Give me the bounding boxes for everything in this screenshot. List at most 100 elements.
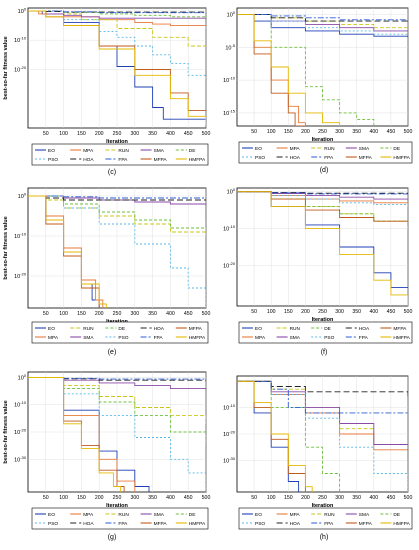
series-line-fpa [28,10,206,14]
series-line-pso [28,195,206,308]
x-tick-label: 250 [113,131,122,137]
x-tick-label: 300 [130,495,139,501]
x-tick-label: 250 [113,311,122,317]
x-tick-label: 100 [59,311,68,317]
legend-label: RUN [290,326,301,332]
legend-label: PSO [255,155,265,161]
x-tick-label: 300 [130,311,139,317]
y-tick-label: 10-10 [14,232,27,241]
x-tick-label: 250 [318,495,327,501]
legend-label: EO [48,512,55,518]
series-line-fpa [28,377,206,381]
legend-label: HOA [83,157,94,163]
y-tick-label: 100 [227,187,236,196]
legend-label: MPA [83,512,94,518]
x-tick-label: 500 [202,311,211,317]
chart-panel: 50 100 150 200 250 300 350 400 450 500 100 10-10 10-… [3,6,210,176]
legend-label: PSO [48,157,58,163]
legend-label: DE [324,326,331,332]
y-tick-label: 10-10 [14,400,27,409]
y-tick-label: 10-20 [14,428,27,437]
x-tick-label: 300 [130,131,139,137]
x-tick-label: 150 [77,311,86,317]
panel-label: (c) [108,169,116,176]
series-line-fpa [237,380,408,414]
series-line-hmfpa [28,10,206,126]
legend-label: FPA [154,335,164,341]
legend-label: FPA [324,155,334,161]
x-tick-label: 500 [202,495,211,501]
x-tick-label: 200 [301,309,310,315]
series-line-hmfpa [28,195,107,308]
series-line-pso [237,380,408,492]
y-tick-label: 10-20 [14,272,27,281]
legend-label: FPA [118,521,128,527]
y-tick-label: 10-10 [223,403,236,412]
y-tick-label: 10-15 [223,108,236,117]
x-tick-label: 350 [352,309,361,315]
x-tick-label: 400 [369,309,378,315]
legend-label: PSO [255,521,265,527]
legend-label: DE [189,512,196,518]
legend-label: MPA [48,335,59,341]
x-tick-label: 450 [184,495,193,501]
legend-label: EO [255,326,262,332]
x-tick-label: 500 [404,495,413,501]
legend-label: RUN [83,326,94,332]
x-axis-label: Iteration [312,317,334,323]
legend-box [31,143,209,166]
legend-box [238,321,413,344]
x-tick-label: 300 [335,495,344,501]
series-line-hmfpa [237,14,341,126]
x-tick-label: 450 [387,309,396,315]
legend-label: RUN [324,146,335,152]
legend-label: RUN [118,148,129,154]
legend-label: MPA [290,146,301,152]
x-axis-label: Iteration [106,503,128,509]
x-tick-label: 450 [184,131,193,137]
y-tick-label: 100 [18,373,27,382]
x-tick-label: 350 [148,495,157,501]
legend-label: HOA [83,521,94,527]
y-tick-label: 100 [227,10,236,19]
y-tick-label: 10-10 [223,224,236,233]
x-tick-label: 150 [284,309,293,315]
chart-panel: 50 100 150 200 250 300 350 400 450 500 100 10-10 10-… [223,187,412,356]
legend-label: MFPA [393,326,407,332]
x-tick-label: 500 [404,129,413,135]
legend-label: SMA [359,512,370,518]
x-tick-label: 500 [202,131,211,137]
legend-label: HMFPA [393,155,410,161]
legend-box [238,141,413,164]
y-axis-label: best-so-far fitness value [3,36,9,99]
x-tick-label: 200 [95,311,104,317]
x-tick-label: 400 [166,495,175,501]
y-axis-label: best-so-far fitness value [3,400,9,463]
series-line-fpa [237,191,408,195]
series-line-de [237,380,341,492]
x-tick-label: 450 [387,495,396,501]
x-tick-label: 100 [267,129,276,135]
x-tick-label: 150 [284,495,293,501]
legend-label: SMA [290,335,301,341]
legend-label: SMA [83,335,94,341]
legend-box [238,507,413,530]
x-tick-label: 450 [184,311,193,317]
x-tick-label: 400 [166,311,175,317]
x-tick-label: 200 [301,129,310,135]
legend-label: HMFPA [189,157,206,163]
x-tick-label: 500 [404,309,413,315]
x-tick-label: 400 [369,495,378,501]
x-tick-label: 300 [335,309,344,315]
x-tick-label: 350 [148,311,157,317]
y-axis-label: best-so-far fitness value [3,216,9,279]
x-tick-label: 100 [267,495,276,501]
x-tick-label: 400 [166,131,175,137]
legend-label: FPA [118,157,128,163]
series-line-fpa [28,195,206,200]
chart-panel: 50 100 150 200 250 300 350 400 450 500 100 10-10 10-… [3,187,211,356]
x-tick-label: 450 [387,129,396,135]
x-tick-label: 300 [335,129,344,135]
legend-label: RUN [324,512,335,518]
